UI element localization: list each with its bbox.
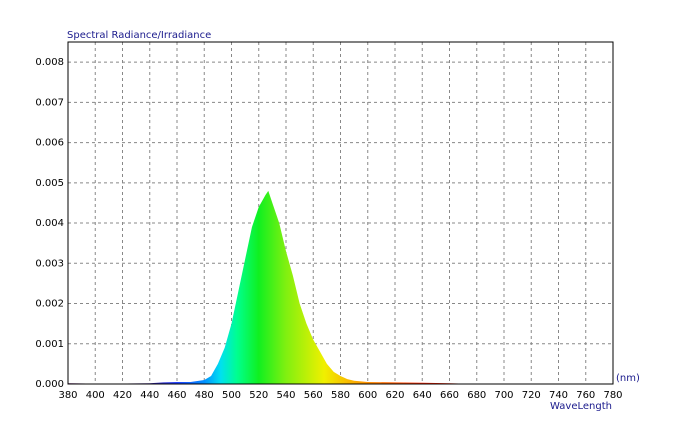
x-axis-label: WaveLength — [550, 401, 612, 412]
x-tick-label: 500 — [222, 390, 241, 401]
x-tick-label: 620 — [385, 390, 404, 401]
y-tick-label: 0.005 — [35, 178, 64, 189]
y-tick-label: 0.001 — [35, 339, 64, 350]
y-tick-label: 0.006 — [35, 138, 64, 149]
y-tick-label: 0.007 — [35, 97, 64, 108]
x-tick-label: 700 — [494, 390, 513, 401]
x-tick-label: 440 — [140, 390, 159, 401]
x-tick-label: 580 — [331, 390, 350, 401]
x-tick-label: 760 — [576, 390, 595, 401]
x-tick-label: 560 — [304, 390, 323, 401]
x-tick-label: 460 — [167, 390, 186, 401]
x-tick-label: 520 — [249, 390, 268, 401]
x-tick-label: 600 — [358, 390, 377, 401]
y-tick-label: 0.002 — [35, 299, 64, 310]
x-tick-label: 660 — [440, 390, 459, 401]
x-tick-label: 380 — [58, 390, 77, 401]
x-tick-label: 720 — [522, 390, 541, 401]
x-unit: (nm) — [616, 373, 640, 384]
x-tick-label: 640 — [413, 390, 432, 401]
x-tick-label: 780 — [603, 390, 622, 401]
x-tick-label: 400 — [86, 390, 105, 401]
chart-title: Spectral Radiance/Irradiance — [67, 30, 211, 41]
plot-frame — [67, 41, 614, 385]
x-tick-label: 420 — [113, 390, 132, 401]
x-tick-label: 680 — [467, 390, 486, 401]
x-tick-label: 540 — [276, 390, 295, 401]
x-tick-label: 740 — [549, 390, 568, 401]
y-tick-label: 0.008 — [35, 57, 64, 68]
x-tick-label: 480 — [195, 390, 214, 401]
y-tick-label: 0.003 — [35, 258, 64, 269]
y-tick-label: 0.004 — [35, 218, 64, 229]
y-tick-label: 0.000 — [35, 379, 64, 390]
